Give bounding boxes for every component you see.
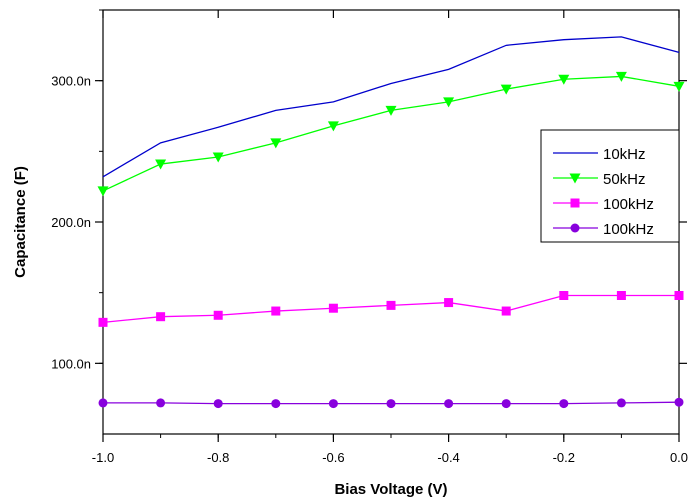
- data-point: [386, 399, 396, 409]
- data-point: [327, 121, 339, 132]
- data-point: [500, 84, 512, 95]
- data-point: [444, 399, 454, 409]
- legend: 10kHz 50kHz 100kHz 100kHz: [540, 129, 680, 243]
- legend-item: 100kHz: [553, 196, 654, 213]
- legend-marker: [570, 223, 580, 233]
- series-1: [102, 36, 680, 178]
- data-point: [271, 399, 281, 409]
- x-tick-label: -0.2: [553, 450, 575, 465]
- legend-label: 100kHz: [603, 221, 654, 238]
- data-point: [212, 152, 224, 163]
- data-point: [155, 159, 167, 170]
- x-tick-label: 0.0: [670, 450, 688, 465]
- data-point: [615, 71, 627, 82]
- data-point: [616, 290, 626, 300]
- legend-item: 10kHz: [553, 146, 646, 163]
- data-point: [385, 105, 397, 116]
- data-point: [559, 290, 569, 300]
- x-tick-label: -1.0: [92, 450, 114, 465]
- data-point: [156, 312, 166, 322]
- legend-item: 50kHz: [553, 171, 646, 188]
- legend-label: 50kHz: [603, 171, 646, 188]
- data-point: [444, 298, 454, 308]
- data-point: [270, 138, 282, 149]
- series-line: [102, 36, 680, 178]
- data-point: [674, 290, 684, 300]
- data-point: [328, 303, 338, 313]
- data-point: [328, 399, 338, 409]
- data-point: [98, 398, 108, 408]
- x-tick-label: -0.6: [322, 450, 344, 465]
- series-2: [97, 71, 685, 197]
- y-axis: 100.0n 200.0n 300.0n: [51, 9, 687, 371]
- data-point: [156, 398, 166, 408]
- data-point: [616, 398, 626, 408]
- y-tick-label: 300.0n: [51, 74, 91, 89]
- data-point: [673, 81, 685, 92]
- y-tick-label: 100.0n: [51, 356, 91, 371]
- series-3: [98, 290, 684, 327]
- data-point: [97, 186, 109, 197]
- data-point: [98, 317, 108, 327]
- data-point: [271, 306, 281, 316]
- x-tick-label: -0.8: [207, 450, 229, 465]
- y-tick-label: 200.0n: [51, 215, 91, 230]
- x-axis: -1.0 -0.8 -0.6 -0.4 -0.2 0.0: [92, 10, 688, 465]
- data-point: [674, 397, 684, 407]
- data-point: [558, 74, 570, 85]
- series-4: [98, 397, 684, 409]
- legend-item: 100kHz: [553, 221, 654, 238]
- data-point: [213, 399, 223, 409]
- legend-label: 10kHz: [603, 146, 646, 163]
- y-axis-title: Capacitance (F): [12, 166, 29, 278]
- data-point: [386, 300, 396, 310]
- data-point: [443, 97, 455, 108]
- data-point: [501, 399, 511, 409]
- x-tick-label: -0.4: [437, 450, 459, 465]
- x-axis-title: Bias Voltage (V): [334, 481, 447, 498]
- data-point: [559, 399, 569, 409]
- data-point: [501, 306, 511, 316]
- series-layer: [97, 36, 685, 409]
- data-point: [213, 310, 223, 320]
- legend-marker: [570, 198, 580, 208]
- legend-box: [540, 129, 680, 243]
- legend-label: 100kHz: [603, 196, 654, 213]
- legend-marker: [569, 173, 581, 184]
